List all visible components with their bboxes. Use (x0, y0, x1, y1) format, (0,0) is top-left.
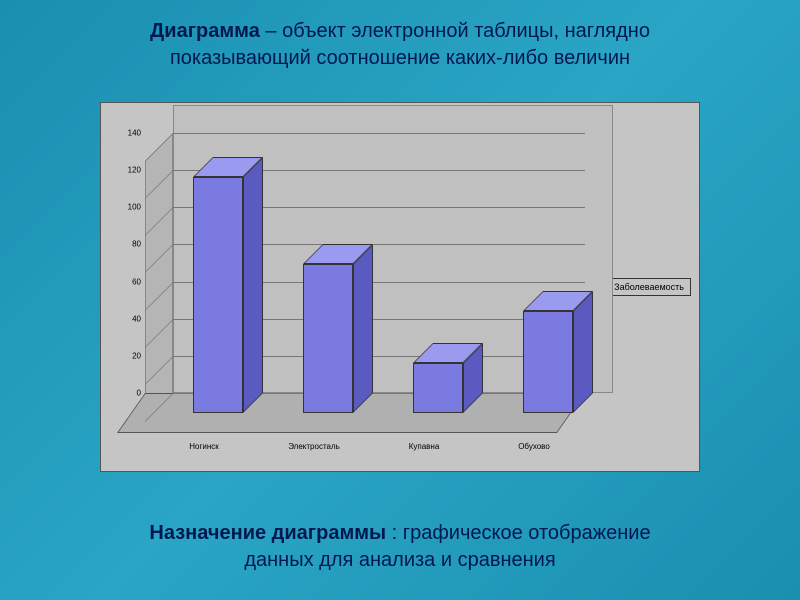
chart-xtick-label: Обухово (494, 442, 574, 451)
chart-ytick-label: 80 (111, 240, 141, 249)
chart-xtick-label: Ногинск (164, 442, 244, 451)
purpose-text: Назначение диаграммы : графическое отобр… (0, 520, 800, 574)
chart-bar-front (193, 177, 243, 413)
definition-bold: Диаграмма (150, 20, 260, 42)
chart-ytick-label: 60 (111, 277, 141, 286)
chart-bar-side (353, 244, 373, 413)
chart-xtick-label: Купавна (384, 442, 464, 451)
legend-label: Заболеваемость (614, 282, 684, 292)
chart-container: Показатели заболеваемости Заболеваемость… (100, 102, 700, 472)
chart-gridline (173, 133, 585, 134)
chart-ytick-label: 40 (111, 314, 141, 323)
definition-rest1: – объект электронной таблицы, наглядно (260, 20, 650, 42)
chart-bar-front (523, 311, 573, 413)
chart-ytick-label: 120 (111, 166, 141, 175)
chart-ytick-label: 20 (111, 351, 141, 360)
chart-bar (193, 177, 243, 413)
chart-bar-side (573, 291, 593, 413)
chart-xtick-label: Электросталь (274, 442, 354, 451)
chart-plot-area: 020406080100120140 НогинскЭлектростальКу… (145, 133, 585, 433)
chart-bar (413, 363, 463, 413)
chart-ytick-label: 100 (111, 203, 141, 212)
purpose-bold: Назначение диаграммы (149, 522, 386, 544)
chart-bar-side (243, 157, 263, 413)
chart-ytick-label: 0 (111, 389, 141, 398)
purpose-rest1: : графическое отображение (386, 522, 650, 544)
chart-ytick-label: 140 (111, 129, 141, 138)
definition-rest2: показывающий соотношение каких-либо вели… (170, 47, 630, 69)
chart-bar (303, 264, 353, 413)
chart-bar-front (303, 264, 353, 413)
chart-side-wall (145, 133, 173, 421)
definition-text: Диаграмма – объект электронной таблицы, … (0, 0, 800, 80)
purpose-rest2: данных для анализа и сравнения (244, 549, 555, 571)
chart-bar (523, 311, 573, 413)
chart-bar-front (413, 363, 463, 413)
